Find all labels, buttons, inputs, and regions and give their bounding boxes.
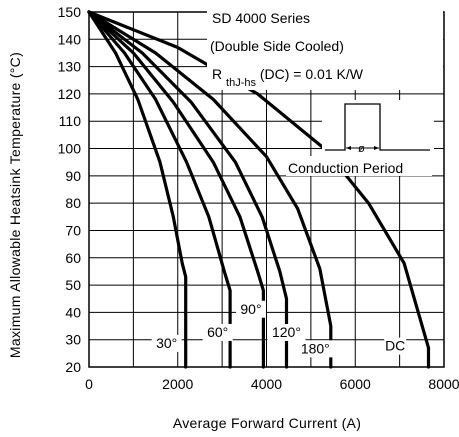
y-tick-label: 70 (65, 222, 81, 238)
y-tick-label: 90 (65, 168, 81, 184)
series-line (87, 10, 289, 369)
conduction-period-label: Conduction Period (288, 160, 403, 176)
rth-prefix: R (212, 66, 222, 82)
y-tick-label: 40 (65, 304, 81, 320)
conduction-label-bg (286, 156, 432, 176)
y-axis-label: Maximum Allowable Heatsink Temperature (… (7, 52, 23, 358)
y-tick-label: 60 (65, 250, 81, 266)
series-title: SD 4000 Series (212, 10, 310, 26)
cooling-note: (Double Side Cooled) (210, 38, 344, 54)
curve-label-bg (151, 334, 182, 352)
series-line (87, 10, 333, 369)
curve-label: DC (385, 338, 405, 354)
series-line (87, 10, 232, 369)
curve-label-bg (202, 323, 233, 341)
rth-text: R thJ-hs (DC) = 0.01 K/W (212, 66, 364, 89)
conduction-period-diagram: ø (322, 100, 434, 158)
y-tick-label: 100 (58, 141, 82, 157)
rth-subscript: thJ-hs (226, 77, 256, 89)
curve-label: 120° (272, 324, 301, 340)
x-tick-label: 8000 (428, 376, 459, 392)
y-tick-label: 50 (65, 277, 81, 293)
x-tick-label: 4000 (251, 376, 282, 392)
curve-label: 30° (156, 335, 177, 351)
rth-value: (DC) = 0.01 K/W (260, 66, 364, 82)
y-tick-label: 20 (65, 359, 81, 375)
curve-label: 90° (240, 301, 261, 317)
y-tick-label: 130 (58, 59, 82, 75)
annotation-background (207, 8, 443, 90)
curve-label: 180° (301, 340, 330, 356)
x-tick-label: 6000 (340, 376, 371, 392)
y-tick-label: 110 (59, 113, 82, 129)
curve-label-bg (267, 323, 306, 341)
series-line (87, 10, 188, 369)
curve-label-bg (384, 337, 407, 355)
y-tick-label: 150 (58, 4, 82, 20)
x-axis-label: Average Forward Current (A) (173, 415, 361, 431)
y-tick-label: 80 (65, 195, 81, 211)
phi-symbol: ø (358, 143, 365, 155)
curve-labels: 30° 60° 90° 120°180° DC (151, 300, 407, 358)
tick-labels: 20 30 40 50 60 70 80 90 100 110 120 130 140 150 0 2000 4… (58, 4, 459, 392)
y-tick-label: 30 (65, 332, 81, 348)
y-tick-label: 120 (58, 86, 82, 102)
x-tick-label: 2000 (162, 376, 193, 392)
series-line (87, 10, 265, 369)
y-tick-label: 140 (58, 31, 82, 47)
curve-label-bg (296, 340, 335, 358)
waveform (325, 103, 430, 151)
curve-label: 60° (207, 324, 228, 340)
curve-label-bg (235, 300, 266, 318)
x-tick-label: 0 (85, 376, 93, 392)
